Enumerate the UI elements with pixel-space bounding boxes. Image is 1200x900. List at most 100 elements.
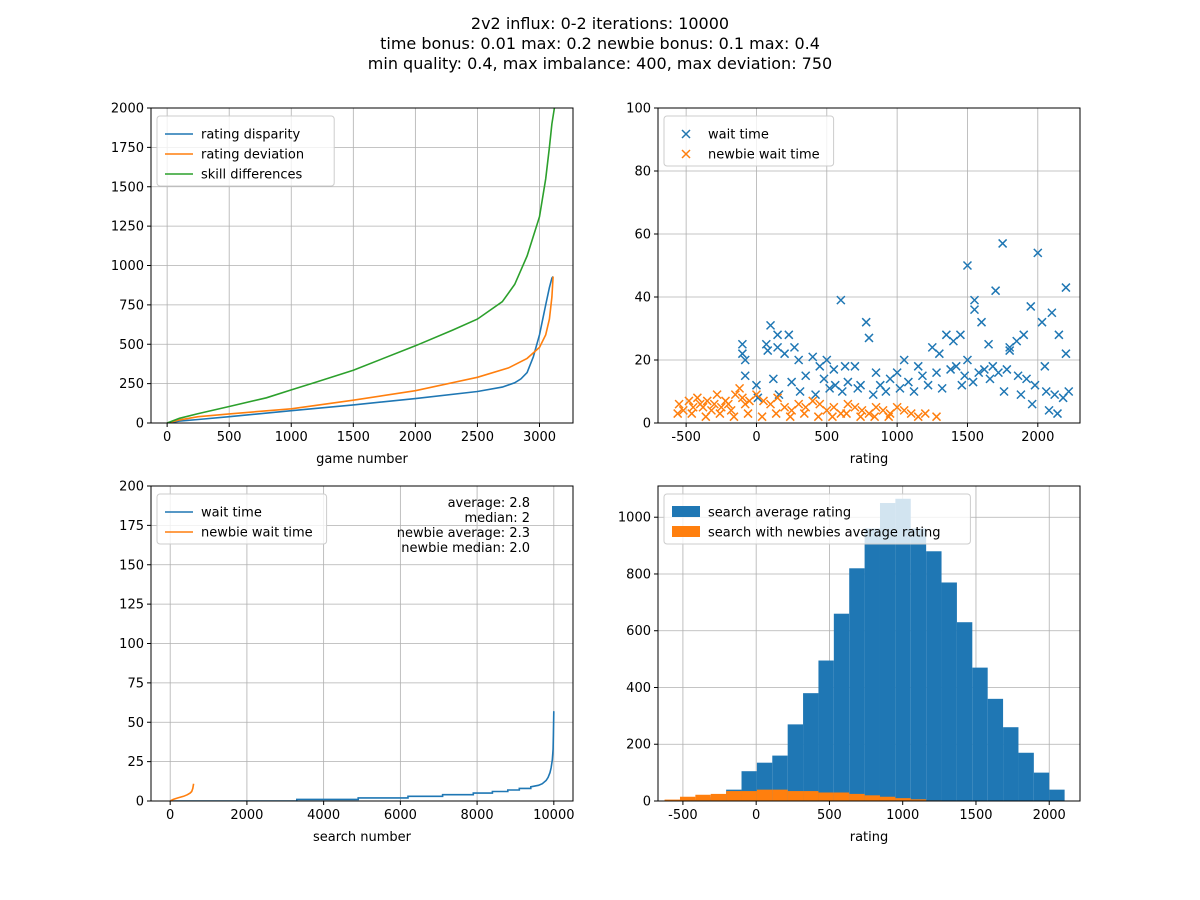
scatter-point: [794, 399, 804, 409]
chart-panel-2: -500 0 500 1000 1500 2000 0 20 40 60 80 100 rating wa…: [626, 102, 1081, 467]
x-tick-label: 2000: [399, 430, 432, 445]
scatter-point: [735, 383, 745, 393]
y-tick-label: 150: [119, 558, 144, 573]
legend: wait time newbie wait time: [156, 493, 328, 545]
scatter-point: [850, 402, 860, 412]
scatter-point: [884, 412, 894, 422]
scatter-point: [960, 371, 970, 381]
axes-frame: [657, 485, 1081, 802]
histogram-bar: [956, 622, 973, 801]
histogram-bar: [910, 799, 927, 801]
histogram-bar: [1033, 772, 1050, 801]
y-tick-label: 0: [136, 795, 144, 810]
scatter-point: [723, 399, 733, 409]
histogram-bar: [941, 582, 957, 801]
scatter-point: [1061, 283, 1071, 293]
scatter-point: [837, 386, 847, 397]
legend-label-1: search average rating: [708, 506, 851, 521]
scatter-point: [1044, 405, 1054, 415]
scatter-point: [962, 260, 972, 271]
x-tick-label: -500: [668, 808, 698, 823]
scatter-point: [729, 412, 739, 422]
scatter-point: [701, 412, 711, 422]
x-tick-label: 1500: [337, 430, 370, 445]
x-tick-label: 500: [817, 808, 842, 823]
scatter-point: [923, 380, 933, 390]
y-tick-label: 1250: [111, 220, 144, 235]
plot-data: [673, 238, 1074, 422]
x-tick-label: 10000: [533, 808, 574, 823]
y-tick-label: 20: [634, 354, 651, 369]
scatter-point: [957, 380, 967, 390]
y-tick-label: 40: [634, 291, 651, 306]
legend-patch-swatch: [672, 506, 700, 517]
scatter-series-1: [737, 238, 1074, 419]
scatter-point: [737, 349, 747, 359]
scatter-point: [906, 409, 916, 419]
histogram-bar: [910, 528, 927, 801]
scatter-point: [920, 409, 930, 419]
scatter-point: [974, 368, 984, 378]
x-tick-label: 0: [163, 430, 171, 445]
plot-data: [166, 108, 556, 423]
x-tick-label: 0: [752, 808, 760, 823]
scatter-point: [1012, 336, 1022, 346]
series-line-1: [170, 711, 555, 801]
y-tick-label: 125: [119, 598, 144, 613]
histogram-bar: [726, 791, 742, 801]
scatter-point: [829, 364, 839, 374]
x-tick-label: 500: [814, 430, 839, 445]
annotation-line-3: newbie average: 2.3: [397, 526, 530, 541]
histogram-bar: [787, 791, 804, 801]
histogram-bar: [741, 791, 757, 801]
legend-box: [156, 493, 328, 545]
x-tick-label: 1500: [951, 430, 984, 445]
legend-label-1: wait time: [708, 128, 769, 143]
histogram-bar: [818, 660, 834, 801]
scatter-point: [985, 374, 995, 384]
legend-label-2: newbie wait time: [201, 526, 313, 541]
legend-marker-swatch: [681, 149, 691, 159]
y-tick-label: 1000: [111, 259, 144, 274]
scatter-point: [1005, 346, 1015, 356]
annotation-line-4: newbie median: 2.0: [401, 541, 530, 556]
histogram-bar: [710, 793, 727, 801]
legend-label-2: rating deviation: [201, 148, 304, 163]
scatter-point: [819, 374, 829, 384]
scatter-point: [737, 393, 747, 403]
legend: wait time newbie wait time: [663, 115, 835, 167]
scatter-point: [861, 317, 871, 327]
series-line-2: [169, 783, 195, 801]
y-tick-label: 50: [127, 716, 144, 731]
scatter-point: [968, 377, 978, 387]
series-line-3: [166, 108, 556, 423]
scatter-point: [773, 393, 783, 403]
scatter-point: [856, 412, 866, 422]
histogram-bar: [818, 792, 834, 801]
scatter-point: [946, 364, 956, 374]
y-tick-label: 1750: [111, 141, 144, 156]
annotation-line-2: median: 2: [464, 511, 530, 526]
scatter-point: [937, 383, 947, 393]
scatter-point: [1030, 380, 1040, 390]
histogram-bar: [756, 789, 773, 801]
scatter-point: [969, 305, 980, 315]
scatter-point: [1016, 390, 1026, 400]
scatter-point: [773, 330, 783, 340]
legend-box: [156, 115, 335, 187]
y-tick-label: 1000: [618, 511, 651, 526]
scatter-point: [780, 349, 790, 359]
scatter-point: [715, 409, 725, 419]
scatter-point: [868, 390, 878, 400]
x-axis-label: search number: [313, 830, 412, 845]
scatter-point: [808, 396, 818, 406]
scatter-point: [698, 402, 708, 412]
scatter-point: [917, 371, 927, 381]
histogram-bar: [864, 795, 880, 801]
scatter-point: [934, 349, 944, 359]
scatter-point: [799, 409, 809, 419]
scatter-point: [871, 368, 881, 378]
legend: search average rating search with newbies…: [663, 493, 971, 545]
